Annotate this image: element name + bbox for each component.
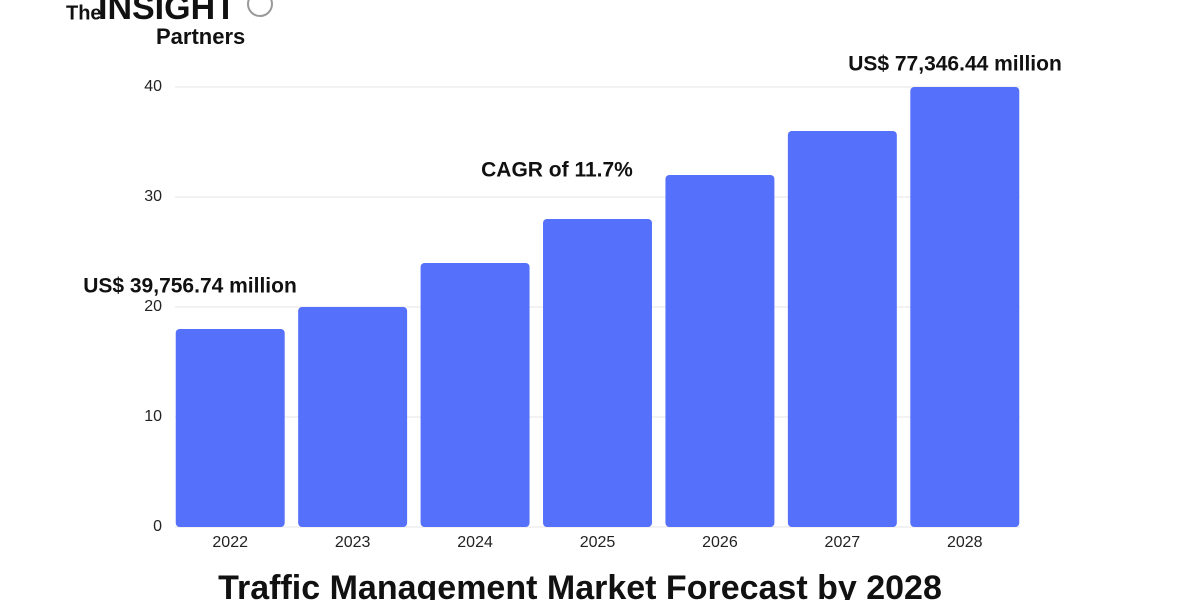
logo-prefix: The: [66, 2, 102, 24]
x-tick-label: 2025: [580, 534, 616, 551]
y-tick-label: 20: [144, 298, 162, 315]
logo-sub: Partners: [156, 24, 245, 49]
bar: [543, 219, 652, 527]
logo-icon: [247, 0, 273, 17]
logo-name: INSIGHT: [98, 0, 236, 27]
logo: The INSIGHT Partners: [66, 0, 273, 49]
annotation: CAGR of 11.7%: [481, 159, 633, 182]
x-tick-label: 2022: [212, 534, 248, 551]
bar: [420, 263, 530, 527]
bar: [787, 131, 897, 527]
bar: [910, 87, 1020, 527]
y-tick-label: 30: [144, 188, 162, 205]
y-tick-label: 40: [144, 78, 162, 95]
annotation: US$ 77,346.44 million: [848, 53, 1062, 76]
x-tick-label: 2026: [702, 534, 738, 551]
y-tick-label: 10: [144, 408, 162, 425]
bar: [298, 307, 408, 527]
x-tick-label: 2027: [825, 534, 861, 551]
x-tick-label: 2028: [947, 534, 983, 551]
x-tick-label: 2024: [457, 534, 493, 551]
bar: [175, 329, 285, 527]
x-tick-label: 2023: [335, 534, 371, 551]
annotation: US$ 39,756.74 million: [83, 275, 297, 298]
y-tick-label: 0: [153, 518, 162, 535]
chart-title: Traffic Management Market Forecast by 20…: [218, 569, 942, 600]
bar: [665, 175, 775, 527]
